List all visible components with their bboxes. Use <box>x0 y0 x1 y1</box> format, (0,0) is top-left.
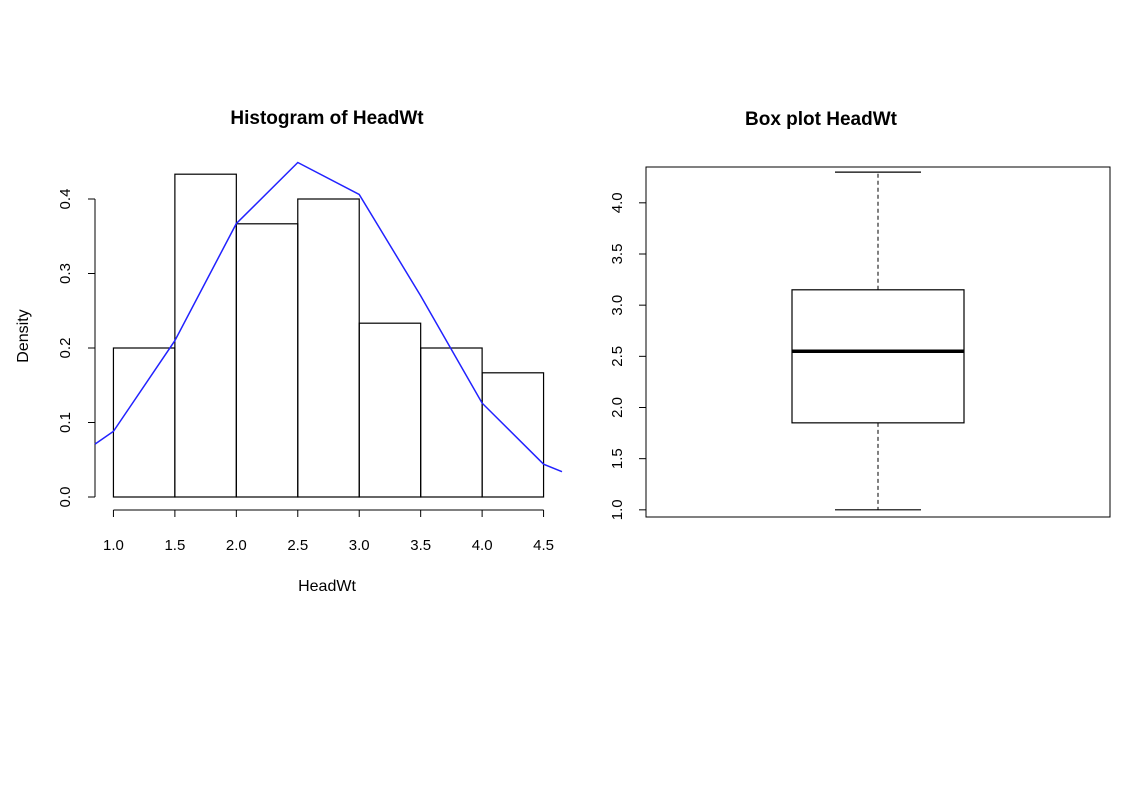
boxplot-glyph <box>791 171 965 511</box>
boxplot-box <box>791 289 965 424</box>
histogram-panel: Histogram of HeadWt 1.0 1.5 2.0 2.5 3.0 3.5 4.… <box>15 108 563 595</box>
boxplot-panel: Box plot HeadWt 1.0 1.5 2.0 2.5 3.0 3.5 4.0 <box>609 109 1111 520</box>
histogram-x-tick-label: 4.0 <box>472 537 493 554</box>
boxplot-y-tick-label: 3.5 <box>609 244 626 265</box>
histogram-y-tick-label: 0.4 <box>57 189 74 210</box>
histogram-x-tick-label: 2.5 <box>287 537 308 554</box>
histogram-bars <box>112 173 545 498</box>
histogram-y-tick-label: 0.0 <box>57 487 74 508</box>
boxplot-y-tick-label: 1.5 <box>609 448 626 469</box>
histogram-x-tick-label: 3.5 <box>410 537 431 554</box>
histogram-x-tick-label: 1.5 <box>164 537 185 554</box>
histogram-y-axis: 0.0 0.1 0.2 0.3 0.4 <box>57 189 96 508</box>
histogram-x-tick-label: 1.0 <box>103 537 124 554</box>
boxplot-y-tick-label: 2.5 <box>609 346 626 367</box>
histogram-bar-7 <box>481 372 545 498</box>
boxplot-y-axis: 1.0 1.5 2.0 2.5 3.0 3.5 4.0 <box>609 192 647 520</box>
boxplot-y-tick-label: 3.0 <box>609 295 626 316</box>
histogram-title: Histogram of HeadWt <box>230 108 424 129</box>
boxplot-title: Box plot HeadWt <box>745 109 898 130</box>
histogram-bar-6 <box>420 347 483 498</box>
histogram-y-tick-label: 0.3 <box>57 263 74 284</box>
histogram-x-tick-label: 4.5 <box>533 537 554 554</box>
histogram-x-tick-label: 2.0 <box>226 537 247 554</box>
histogram-bar-3 <box>235 223 299 498</box>
boxplot-y-tick-label: 1.0 <box>609 499 626 520</box>
histogram-y-axis-label: Density <box>15 309 32 362</box>
boxplot-y-tick-label: 4.0 <box>609 192 626 213</box>
boxplot-y-tick-label: 2.0 <box>609 397 626 418</box>
density-curve <box>94 161 563 473</box>
histogram-x-axis-label: HeadWt <box>298 578 356 595</box>
histogram-y-tick-label: 0.1 <box>57 412 74 433</box>
histogram-bar-1 <box>112 347 176 498</box>
histogram-y-tick-label: 0.2 <box>57 338 74 359</box>
histogram-bar-5 <box>358 322 422 498</box>
histogram-bar-4 <box>297 198 360 498</box>
histogram-x-axis: 1.0 1.5 2.0 2.5 3.0 3.5 4.0 4.5 <box>103 509 554 554</box>
histogram-x-tick-label: 3.0 <box>349 537 370 554</box>
histogram-bar-2 <box>174 173 237 498</box>
